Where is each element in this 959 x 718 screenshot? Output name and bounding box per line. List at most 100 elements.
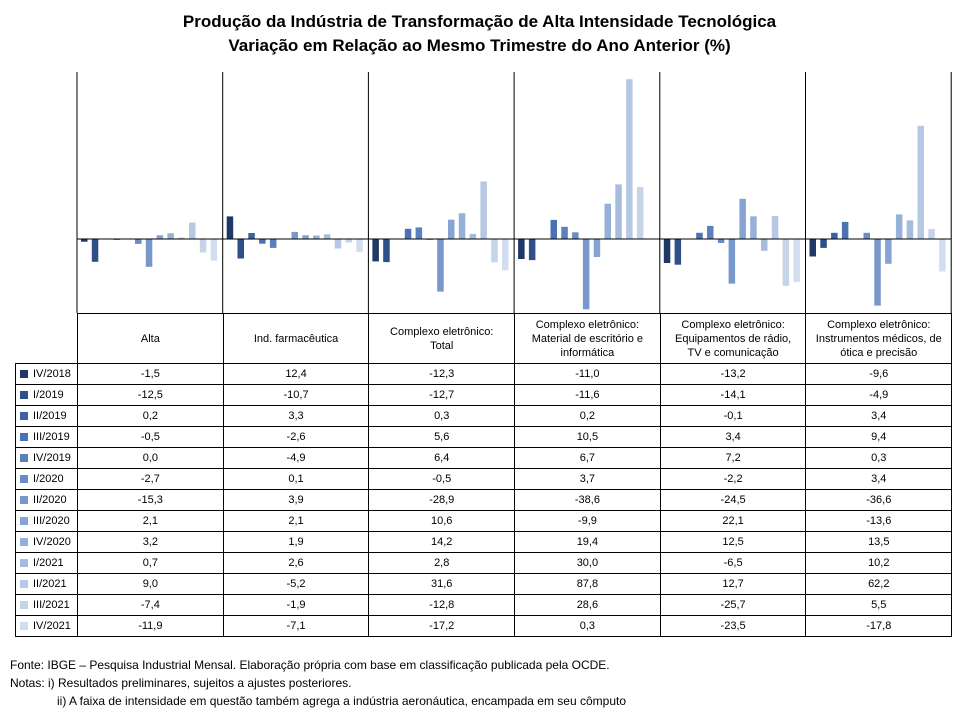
table-cell: 3,3 <box>222 405 370 427</box>
note-1: Notas: i) Resultados preliminares, sujei… <box>10 676 352 690</box>
table-cell: -12,8 <box>368 594 516 616</box>
bar-3-1 <box>528 239 536 261</box>
table-cell: -11,9 <box>77 615 224 637</box>
table-row: II/2020 -15,3 3,9 -28,9 -38,6 -24,5 -36,6 <box>15 489 953 511</box>
table-cell: 0,3 <box>514 615 661 637</box>
legend-key <box>20 517 28 526</box>
table-header-row: Alta Ind. farmacêutica Complexo eletrônico… <box>16 313 953 364</box>
bar-5-0 <box>809 239 816 257</box>
table-cell: -2,6 <box>222 426 370 448</box>
table-cell: 0,3 <box>805 447 953 469</box>
table-cell: 14,2 <box>368 531 516 553</box>
series-label: III/2020 <box>15 510 78 532</box>
table-cell: -12,3 <box>368 363 516 385</box>
bar-1-8 <box>313 235 320 239</box>
bar-5-1 <box>820 239 827 248</box>
table-cell: -0,5 <box>77 426 224 448</box>
category-header-line: Equipamentos de rádio, <box>675 332 792 345</box>
bar-0-1 <box>91 239 99 262</box>
bar-1-6 <box>291 231 298 239</box>
series-label: I/2020 <box>15 468 78 490</box>
table-row: II/2019 0,2 3,3 0,3 0,2 -0,1 3,4 <box>15 405 953 427</box>
table-cell: 31,6 <box>368 573 516 595</box>
table-row: III/2021 -7,4 -1,9 -12,8 28,6 -25,7 5,5 <box>15 594 953 616</box>
category-header: Complexo eletrônico: Instrumentos médicos… <box>805 313 953 364</box>
table-cell: -5,2 <box>222 573 370 595</box>
table-cell: 0,3 <box>368 405 516 427</box>
bar-2-8 <box>458 213 466 239</box>
bar-5-2 <box>831 232 838 239</box>
table-cell: -0,1 <box>659 405 807 427</box>
table-row: II/2021 9,0 -5,2 31,6 87,8 12,7 62,2 <box>15 573 953 595</box>
series-label: II/2020 <box>15 489 78 511</box>
table-cell: -6,5 <box>659 552 807 574</box>
table-cell: -1,5 <box>77 363 224 385</box>
legend-key <box>20 433 28 442</box>
table-cell: -2,2 <box>659 468 807 490</box>
table-cell: -25,7 <box>659 594 807 616</box>
table-cell: 2,1 <box>77 510 224 532</box>
series-name: III/2021 <box>33 599 70 611</box>
table-cell: 2,1 <box>222 510 370 532</box>
legend-key <box>20 475 28 484</box>
series-name: II/2020 <box>33 494 67 506</box>
series-label: III/2019 <box>15 426 78 448</box>
bar-0-11 <box>199 239 207 253</box>
table-cell: 6,7 <box>514 447 661 469</box>
series-label: IV/2019 <box>15 447 78 469</box>
series-name: IV/2021 <box>33 620 71 632</box>
table-cell: -2,7 <box>77 468 224 490</box>
bar-0-5 <box>135 239 142 244</box>
table-cell: -15,3 <box>77 489 224 511</box>
bar-1-1 <box>237 239 244 259</box>
table-cell: -17,8 <box>805 615 953 637</box>
category-header-line: Instrumentos médicos, de <box>815 332 942 345</box>
table-cell: 9,0 <box>77 573 224 595</box>
bar-2-7 <box>448 219 455 239</box>
series-label: IV/2021 <box>15 615 78 637</box>
table-cell: 19,4 <box>514 531 661 553</box>
table-cell: -12,5 <box>77 384 224 406</box>
bar-chart <box>76 72 952 313</box>
series-label: II/2021 <box>15 573 78 595</box>
table-cell: -13,6 <box>805 510 953 532</box>
bar-3-9 <box>615 184 622 239</box>
table-cell: 3,4 <box>659 426 807 448</box>
table-cell: 5,6 <box>368 426 516 448</box>
category-header-line: TV e comunicação <box>687 346 779 359</box>
table-cell: -7,1 <box>222 615 370 637</box>
table-cell: 12,7 <box>659 573 807 595</box>
bar-5-11 <box>928 229 935 239</box>
category-header: Complexo eletrônico: Material de escritór… <box>514 313 661 364</box>
series-name: IV/2019 <box>33 452 71 464</box>
table-cell: 3,2 <box>77 531 224 553</box>
table-cell: 13,5 <box>805 531 953 553</box>
bar-1-4 <box>269 239 277 248</box>
table-cell: 87,8 <box>514 573 661 595</box>
bar-2-11 <box>491 239 498 263</box>
table-cell: 2,8 <box>368 552 516 574</box>
bar-1-7 <box>302 235 309 239</box>
category-header-line: Ind. farmacêutica <box>253 332 339 345</box>
table-cell: -24,5 <box>659 489 807 511</box>
table-cell: -23,5 <box>659 615 807 637</box>
table-cell: -36,6 <box>805 489 953 511</box>
legend-key <box>20 622 28 631</box>
bar-4-12 <box>793 239 800 282</box>
table-row: III/2020 2,1 2,1 10,6 -9,9 22,1 -13,6 <box>15 510 953 532</box>
table-cell: 0,0 <box>77 447 224 469</box>
table-cell: 10,6 <box>368 510 516 532</box>
table-cell: 0,2 <box>77 405 224 427</box>
category-header-line: Complexo eletrônico: <box>827 318 931 331</box>
table-row: IV/2021 -11,9 -7,1 -17,2 0,3 -23,5 -17,8 <box>15 615 953 637</box>
bar-3-11 <box>636 186 644 239</box>
category-header: Complexo eletrônico: Total <box>368 313 516 364</box>
bar-0-10 <box>189 222 196 239</box>
table-cell: -14,1 <box>659 384 807 406</box>
bar-4-8 <box>750 216 757 240</box>
table-cell: -13,2 <box>659 363 807 385</box>
table-cell: 3,4 <box>805 468 953 490</box>
table-row: IV/2019 0,0 -4,9 6,4 6,7 7,2 0,3 <box>15 447 953 469</box>
table-cell: 2,6 <box>222 552 370 574</box>
bar-4-7 <box>739 198 746 239</box>
